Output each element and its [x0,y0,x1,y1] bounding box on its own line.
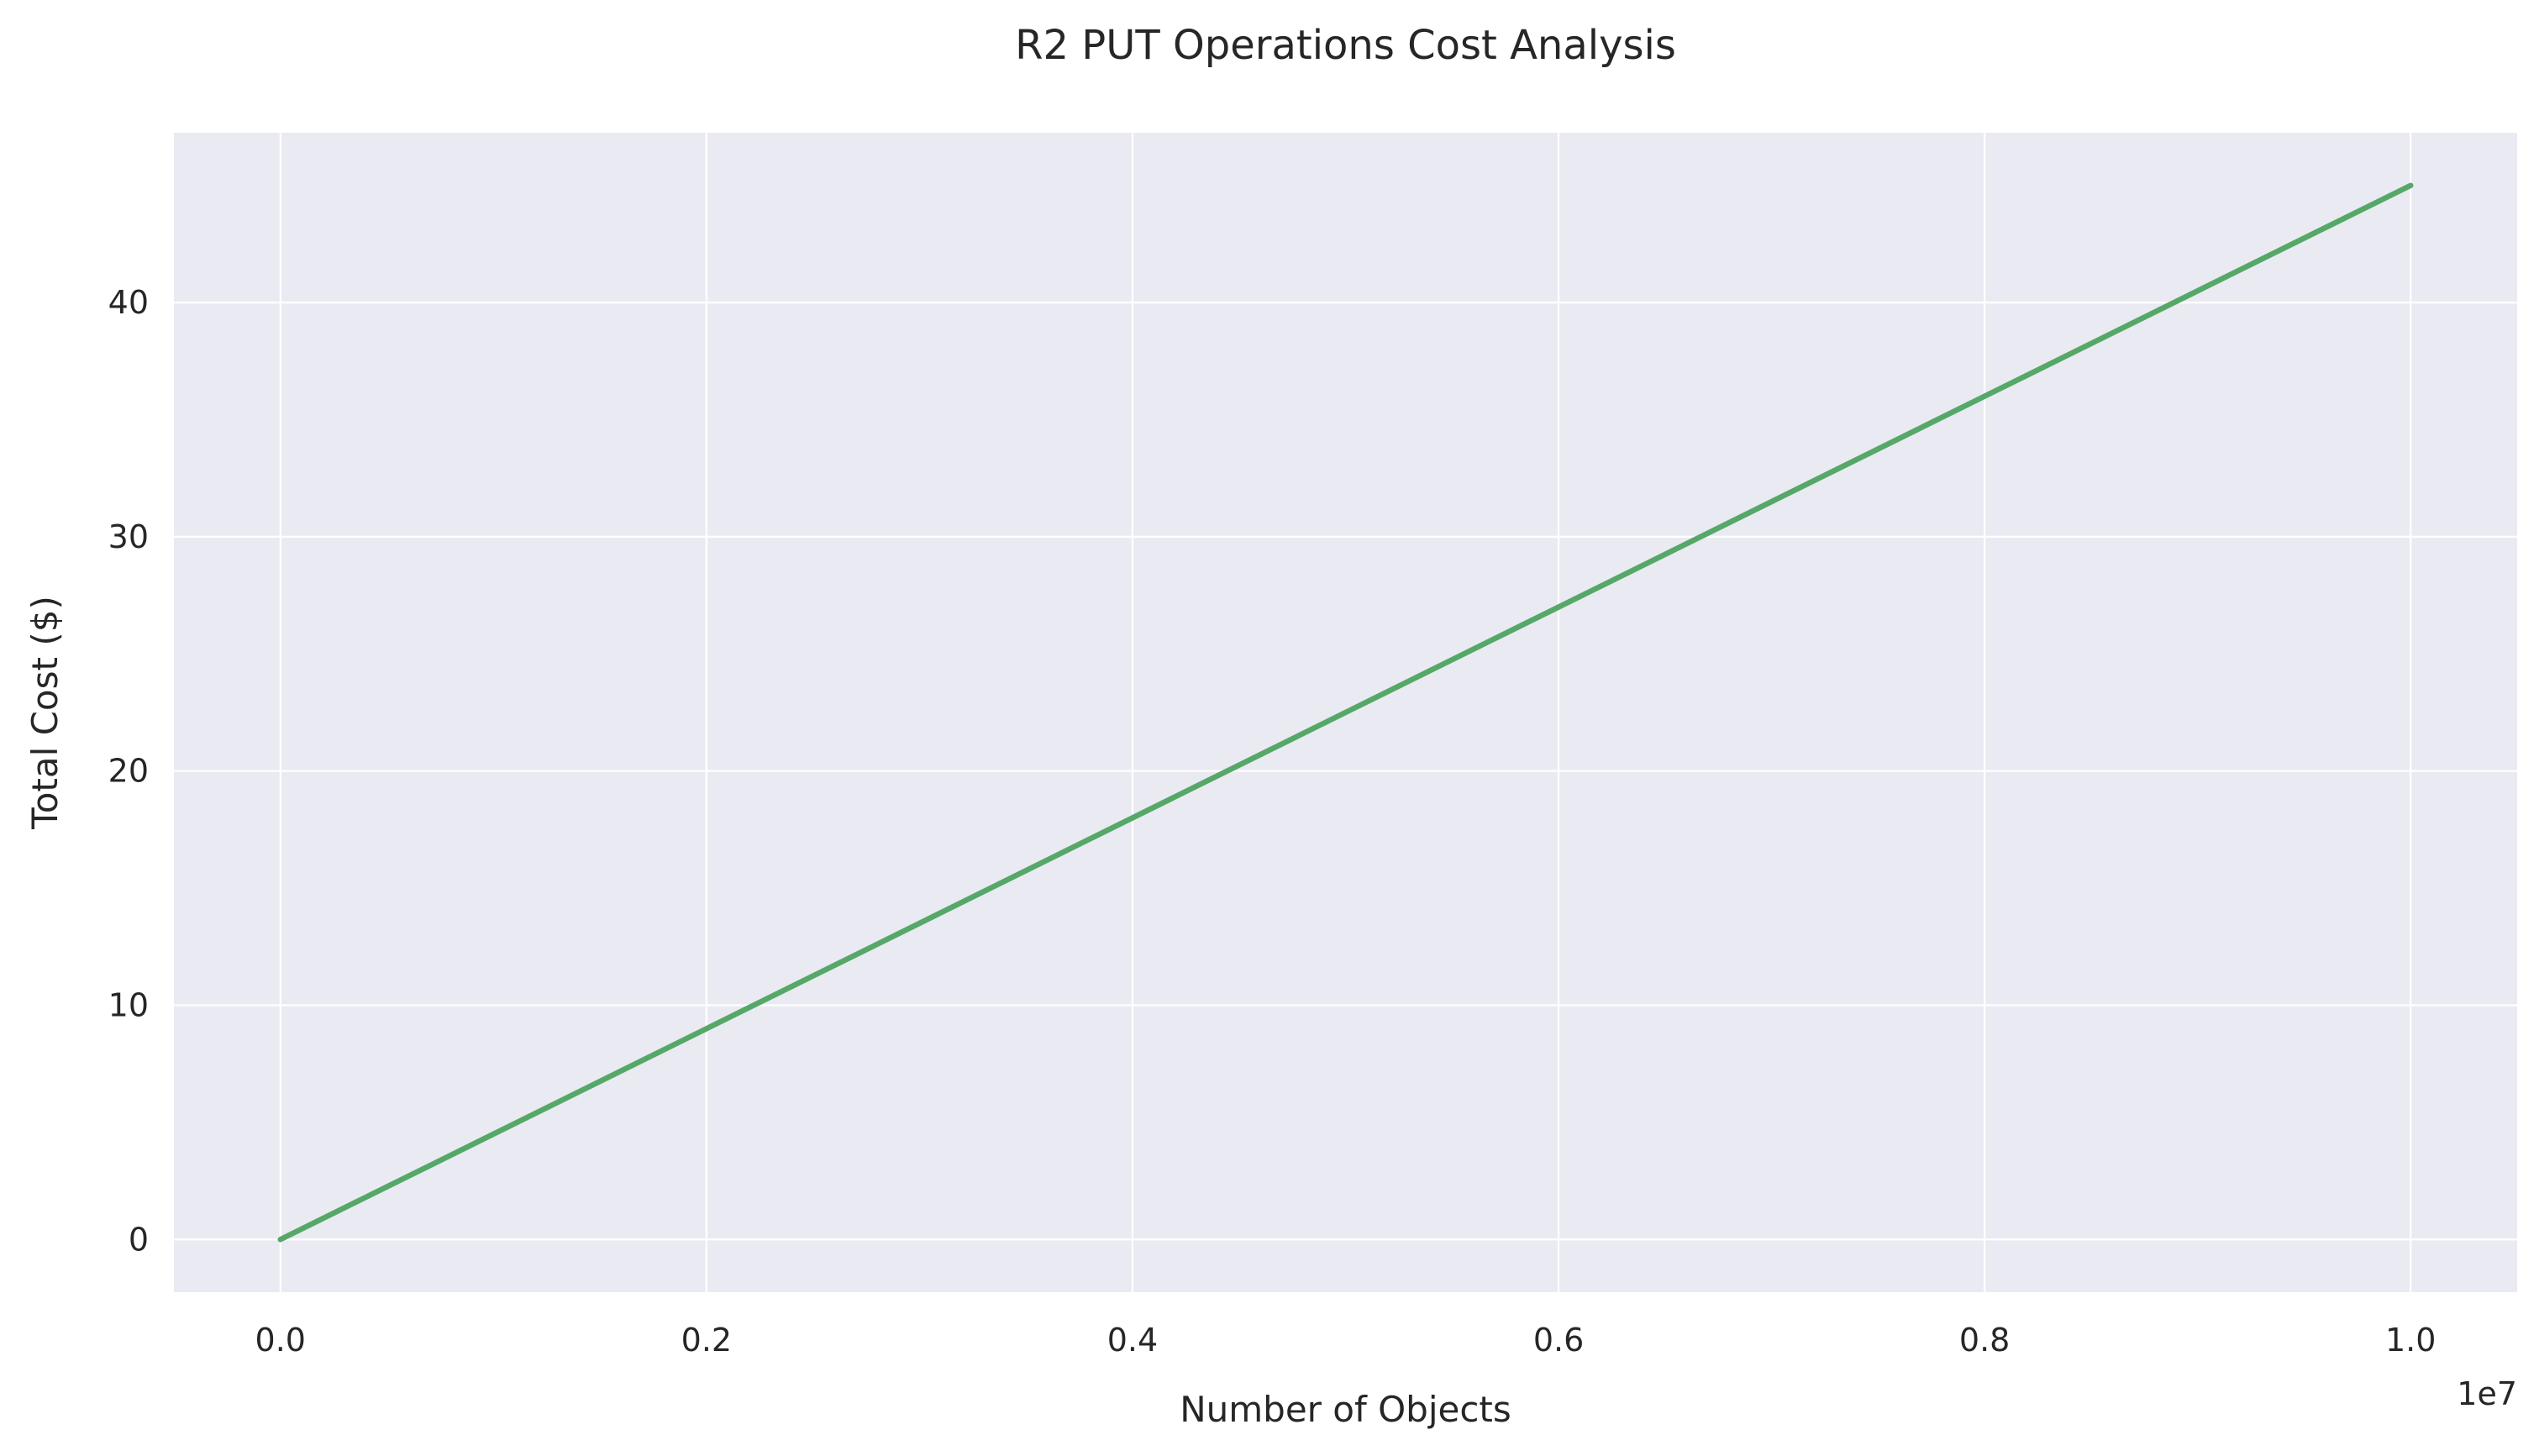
y-gridlines [174,302,2517,1241]
y-tick-label: 0 [129,1221,149,1258]
y-tick-label: 20 [108,753,149,790]
y-tick-label: 10 [108,986,149,1023]
x-gridlines [279,133,2412,1292]
x-tick-label: 0.4 [1107,1322,1158,1359]
x-tick-label: 0.0 [255,1322,306,1359]
x-tick-labels: 0.0 0.2 0.4 0.6 0.8 1.0 [255,1322,2436,1359]
y-axis-title: Total Cost ($) [24,596,66,830]
series-line [277,182,2414,1243]
x-axis-offset-label: 1e7 [2457,1375,2517,1412]
series-layer [277,182,2414,1243]
x-axis-title: Number of Objects [1180,1389,1511,1430]
y-tick-label: 40 [108,284,149,321]
x-tick-label: 0.6 [1533,1322,1584,1359]
x-tick-label: 0.8 [1959,1322,2010,1359]
x-tick-label: 0.2 [681,1322,732,1359]
x-tick-label: 1.0 [2385,1322,2436,1359]
chart-title: R2 PUT Operations Cost Analysis [1015,22,1676,69]
y-tick-labels: 0 10 20 30 40 [108,284,149,1258]
y-tick-label: 30 [108,518,149,555]
